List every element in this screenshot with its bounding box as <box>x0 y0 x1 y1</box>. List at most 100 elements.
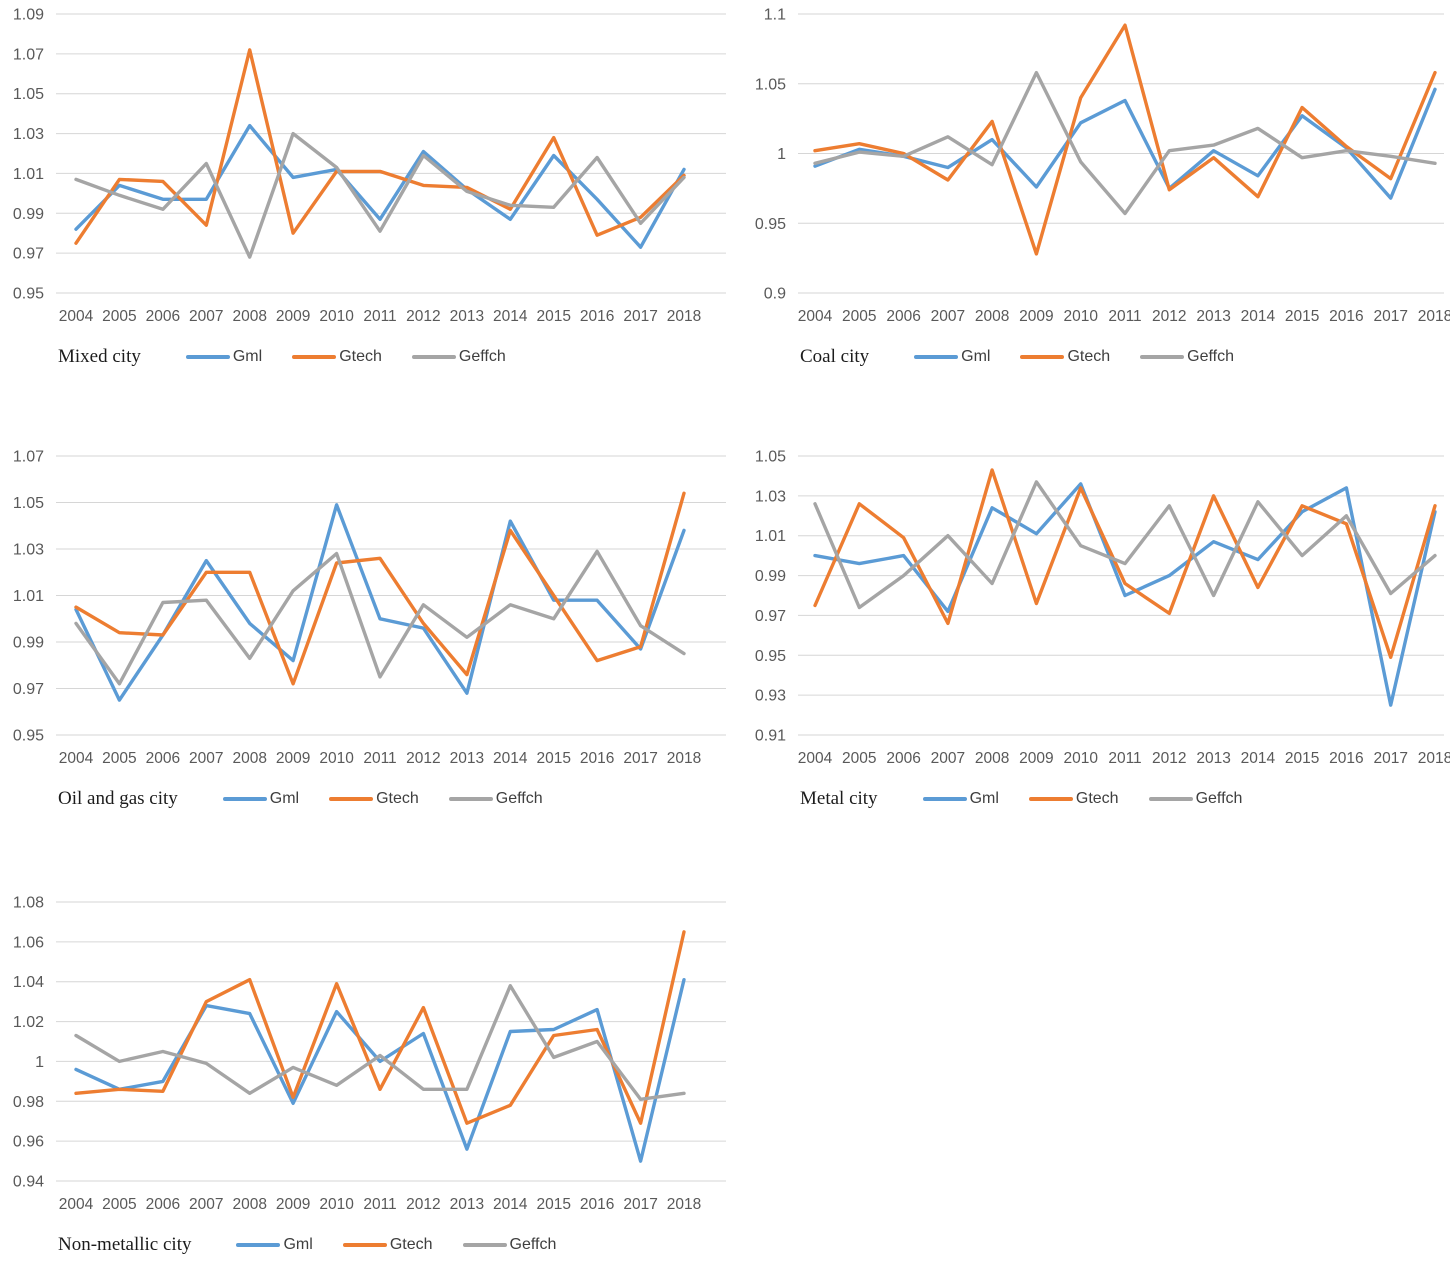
y-tick-label: 1.08 <box>13 895 44 912</box>
coal-city-plot: 0.9 0.95 1 1.05 1.1 2004 2005 2006 2007 2008 2009 2… <box>755 7 1450 326</box>
y-tick-label: 0.95 <box>755 216 786 233</box>
legend-label: Geffch <box>509 1236 557 1253</box>
legend-label: Gml <box>969 790 999 807</box>
x-tick-label: 2012 <box>406 750 440 767</box>
y-tick-label: 1.01 <box>755 528 786 545</box>
metal-city-legend: Metal city Gml Gtech Geffch <box>742 783 1450 815</box>
legend-label: Geffch <box>1187 348 1234 365</box>
x-tick-label: 2005 <box>102 308 136 325</box>
legend-swatch-Gml <box>914 355 959 359</box>
x-tick-label: 2006 <box>886 750 920 767</box>
legend-item-Geffch: Geffch <box>411 348 506 366</box>
legend-label: Geffch <box>1195 790 1243 807</box>
x-tick-label: 2005 <box>842 750 876 767</box>
legend-item-Gtech: Gtech <box>342 1236 433 1254</box>
x-tick-label: 2018 <box>667 750 701 767</box>
series-line-Geffch <box>813 480 1437 610</box>
x-tick-label: 2011 <box>1108 308 1141 325</box>
chart-panel-oil-and-gas-city: 0.95 0.97 0.99 1.01 1.03 1.05 1.07 2004 2005 2006… <box>0 442 732 815</box>
y-tick-label: 1.03 <box>13 126 44 143</box>
x-tick-label: 2004 <box>59 1196 94 1213</box>
x-tick-label: 2015 <box>1285 750 1319 767</box>
y-tick-label: 1.05 <box>755 76 786 93</box>
y-tick-label: 1.07 <box>13 449 44 466</box>
x-tick-label: 2010 <box>319 308 354 325</box>
x-tick-label: 2016 <box>580 1196 614 1213</box>
x-tick-label: 2011 <box>363 308 396 325</box>
legend-label: Gtech <box>1075 790 1119 807</box>
legend-label: Gtech <box>389 1236 433 1253</box>
x-tick-label: 2012 <box>1152 750 1186 767</box>
y-tick-label: 1.05 <box>13 86 44 103</box>
x-tick-label: 2012 <box>1152 308 1186 325</box>
legend-items: Gml Gtech Geffch <box>185 348 506 366</box>
x-tick-label: 2004 <box>59 750 94 767</box>
y-tick-label: 1 <box>35 1054 44 1071</box>
x-tick-label: 2011 <box>1108 750 1141 767</box>
series-line-Gtech <box>74 930 686 1125</box>
legend-swatch-Gtech <box>1028 797 1073 801</box>
x-tick-label: 2006 <box>146 308 180 325</box>
series-line-Gml <box>74 503 686 702</box>
x-tick-label: 2005 <box>102 750 136 767</box>
chart-title: Metal city <box>800 788 878 809</box>
y-tick-label: 1.01 <box>13 166 44 183</box>
x-tick-label: 2004 <box>798 750 833 767</box>
mixed-city-plot: 0.95 0.97 0.99 1.01 1.03 1.05 1.07 1.09 2004 2005… <box>13 7 726 325</box>
legend-label: Gtech <box>1067 348 1111 365</box>
series-line-Geffch <box>74 983 686 1102</box>
y-tick-label: 0.98 <box>13 1094 44 1111</box>
series-line-Geffch <box>813 70 1437 216</box>
non-metallic-city-plot: 0.94 0.96 0.98 1 1.02 1.04 1.06 1.08 2004 2005 200… <box>13 895 726 1213</box>
legend-swatch-Gtech <box>342 1243 387 1247</box>
x-tick-label: 2013 <box>450 308 484 325</box>
x-tick-label: 2017 <box>623 308 657 325</box>
y-tick-label: 0.95 <box>13 728 44 745</box>
legend-items: Gml Gtech Geffch <box>236 1236 556 1254</box>
coal-city-legend: Coal city Gml Gtech Geffch <box>742 341 1450 373</box>
chart-panel-non-metallic-city: 0.94 0.96 0.98 1 1.02 1.04 1.06 1.08 2004 2005 200… <box>0 888 732 1261</box>
y-tick-label: 1.1 <box>764 7 786 24</box>
chart-panel-coal-city: 0.9 0.95 1 1.05 1.1 2004 2005 2006 2007 2008 2009 2… <box>742 0 1450 373</box>
y-tick-label: 1.04 <box>13 974 44 991</box>
y-tick-label: 0.94 <box>13 1174 44 1191</box>
x-tick-label: 2007 <box>189 308 223 325</box>
legend-item-Geffch: Geffch <box>1140 348 1234 366</box>
series-line-Gtech <box>74 491 686 686</box>
legend-swatch-Gtech <box>329 797 374 801</box>
y-tick-label: 0.99 <box>755 568 786 585</box>
x-tick-label: 2015 <box>536 1196 570 1213</box>
legend-swatch-Gml <box>185 355 230 359</box>
legend-swatch-Geffch <box>411 355 456 359</box>
x-tick-label: 2010 <box>319 750 354 767</box>
legend-items: Gml Gtech Geffch <box>922 790 1243 808</box>
x-tick-label: 2018 <box>667 308 701 325</box>
x-tick-label: 2005 <box>842 308 876 325</box>
x-tick-label: 2007 <box>189 1196 223 1213</box>
x-tick-label: 2016 <box>1329 308 1363 325</box>
y-tick-label: 0.99 <box>13 635 44 652</box>
legend-item-Gtech: Gtech <box>292 348 382 366</box>
y-tick-label: 0.93 <box>755 688 786 705</box>
y-tick-label: 1.07 <box>13 46 44 63</box>
x-tick-label: 2007 <box>189 750 223 767</box>
x-tick-label: 2006 <box>886 308 920 325</box>
legend-swatch-Gml <box>236 1243 281 1247</box>
y-tick-label: 1.01 <box>13 588 44 605</box>
x-tick-label: 2017 <box>1373 308 1407 325</box>
x-tick-label: 2018 <box>1418 308 1450 325</box>
series-line-Gml <box>813 87 1437 200</box>
x-tick-label: 2014 <box>493 750 528 767</box>
x-tick-label: 2009 <box>276 308 310 325</box>
legend-swatch-Geffch <box>462 1243 507 1247</box>
chart-title: Mixed city <box>58 346 141 367</box>
x-tick-label: 2008 <box>232 1196 266 1213</box>
legend-item-Geffch: Geffch <box>1148 790 1243 808</box>
x-tick-label: 2012 <box>406 308 440 325</box>
x-tick-label: 2008 <box>975 308 1009 325</box>
y-tick-label: 1 <box>777 146 786 163</box>
chart-title: Non-metallic city <box>58 1234 192 1255</box>
x-tick-label: 2018 <box>1418 750 1450 767</box>
legend-label: Geffch <box>458 348 506 365</box>
chart-title: Oil and gas city <box>58 788 178 809</box>
